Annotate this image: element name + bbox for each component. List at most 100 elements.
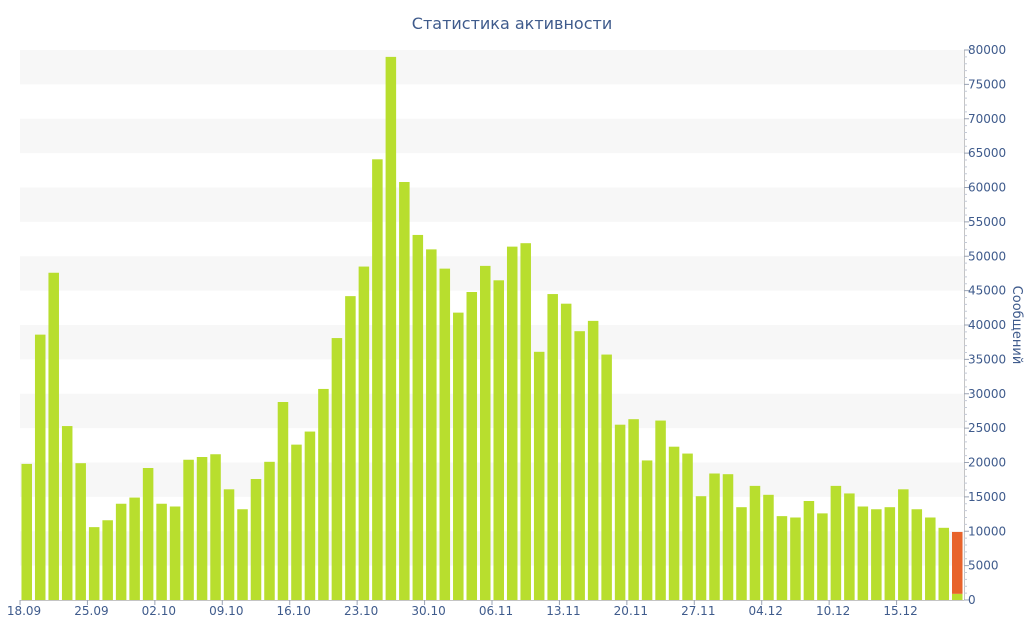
x-tick-label: 25.09 bbox=[74, 604, 108, 618]
bar[interactable] bbox=[237, 509, 248, 600]
bar[interactable] bbox=[358, 266, 370, 600]
x-tick-label: 20.11 bbox=[614, 604, 648, 618]
bar[interactable] bbox=[722, 474, 734, 600]
bar[interactable] bbox=[533, 351, 545, 600]
grid-band bbox=[20, 325, 964, 360]
bar[interactable] bbox=[682, 453, 693, 600]
bar[interactable] bbox=[763, 494, 774, 600]
bar[interactable] bbox=[547, 294, 558, 600]
bar[interactable] bbox=[911, 509, 923, 600]
bar[interactable] bbox=[493, 280, 504, 600]
bar[interactable] bbox=[776, 516, 788, 601]
bar[interactable] bbox=[601, 354, 612, 600]
bar[interactable] bbox=[318, 388, 329, 600]
y-tick-label: 30000 bbox=[968, 387, 1006, 401]
bar[interactable] bbox=[412, 234, 424, 600]
bar[interactable] bbox=[925, 517, 936, 601]
bar[interactable] bbox=[115, 503, 127, 600]
bar[interactable] bbox=[871, 509, 882, 600]
bar[interactable] bbox=[790, 517, 801, 601]
bar[interactable] bbox=[102, 520, 113, 600]
y-tick-label: 45000 bbox=[968, 284, 1006, 298]
bar[interactable] bbox=[439, 268, 451, 601]
bar[interactable] bbox=[736, 507, 747, 600]
bar[interactable] bbox=[196, 457, 208, 600]
y-tick-label: 5000 bbox=[968, 559, 999, 573]
bar[interactable] bbox=[372, 159, 383, 600]
bar[interactable] bbox=[142, 468, 154, 600]
bar[interactable] bbox=[466, 292, 478, 600]
grid-band bbox=[20, 118, 964, 154]
bar[interactable] bbox=[480, 265, 491, 601]
bar[interactable] bbox=[453, 312, 464, 601]
y-tick-label: 10000 bbox=[968, 524, 1006, 538]
bar[interactable] bbox=[88, 527, 100, 601]
y-tick-label: 80000 bbox=[968, 43, 1006, 57]
y-tick-label: 0 bbox=[968, 593, 976, 607]
bar[interactable] bbox=[709, 473, 720, 601]
bar[interactable] bbox=[183, 459, 194, 600]
y-tick-label: 60000 bbox=[968, 181, 1006, 195]
bar[interactable] bbox=[331, 338, 343, 600]
x-tick-label: 16.10 bbox=[277, 604, 311, 618]
bar[interactable] bbox=[898, 489, 909, 600]
y-tick-label: 20000 bbox=[968, 456, 1006, 470]
bar[interactable] bbox=[817, 513, 828, 601]
bar[interactable] bbox=[345, 296, 356, 601]
bar[interactable] bbox=[210, 454, 221, 600]
bar[interactable] bbox=[857, 506, 869, 601]
bar[interactable] bbox=[587, 320, 599, 601]
y-tick-label: 65000 bbox=[968, 146, 1006, 160]
x-tick-label: 10.12 bbox=[816, 604, 850, 618]
bar[interactable] bbox=[560, 303, 572, 600]
grid-band bbox=[20, 393, 964, 429]
bar[interactable] bbox=[385, 56, 397, 601]
bar[interactable] bbox=[21, 463, 32, 601]
bar[interactable] bbox=[628, 419, 639, 600]
y-tick-label: 40000 bbox=[968, 318, 1006, 332]
bar[interactable] bbox=[952, 593, 963, 600]
bar[interactable] bbox=[668, 446, 680, 600]
bar[interactable] bbox=[574, 331, 585, 600]
x-tick-label: 04.12 bbox=[749, 604, 783, 618]
bar[interactable] bbox=[129, 497, 140, 600]
bar[interactable] bbox=[156, 503, 167, 600]
grid-band bbox=[20, 256, 964, 291]
bar[interactable] bbox=[264, 461, 275, 600]
bar[interactable] bbox=[291, 444, 302, 601]
bar[interactable] bbox=[844, 493, 855, 600]
bar-highlight[interactable] bbox=[952, 531, 963, 594]
bar[interactable] bbox=[695, 496, 707, 600]
bar[interactable] bbox=[75, 463, 86, 600]
bar[interactable] bbox=[48, 272, 59, 600]
bar[interactable] bbox=[169, 506, 181, 601]
bar[interactable] bbox=[614, 424, 626, 600]
bar[interactable] bbox=[520, 243, 531, 600]
grid-band bbox=[20, 50, 964, 85]
bar[interactable] bbox=[749, 485, 761, 601]
bar[interactable] bbox=[34, 334, 46, 601]
x-tick-label: 15.12 bbox=[883, 604, 917, 618]
bar[interactable] bbox=[655, 420, 666, 600]
grid-band bbox=[20, 187, 964, 222]
bar[interactable] bbox=[250, 479, 262, 600]
y-tick-label: 75000 bbox=[968, 77, 1006, 91]
bar[interactable] bbox=[803, 501, 815, 600]
x-tick-label: 06.11 bbox=[479, 604, 513, 618]
bar[interactable] bbox=[641, 460, 653, 600]
x-tick-label: 13.11 bbox=[546, 604, 580, 618]
bar[interactable] bbox=[304, 431, 316, 600]
bar[interactable] bbox=[399, 182, 410, 600]
bar[interactable] bbox=[277, 402, 289, 600]
x-tick-label: 02.10 bbox=[142, 604, 176, 618]
bar[interactable] bbox=[426, 249, 437, 601]
bar[interactable] bbox=[223, 489, 235, 600]
bar[interactable] bbox=[884, 507, 896, 600]
bar[interactable] bbox=[938, 527, 950, 600]
bar[interactable] bbox=[506, 246, 518, 601]
bar[interactable] bbox=[830, 485, 842, 601]
y-tick-label: 70000 bbox=[968, 112, 1006, 126]
bar[interactable] bbox=[61, 426, 73, 600]
